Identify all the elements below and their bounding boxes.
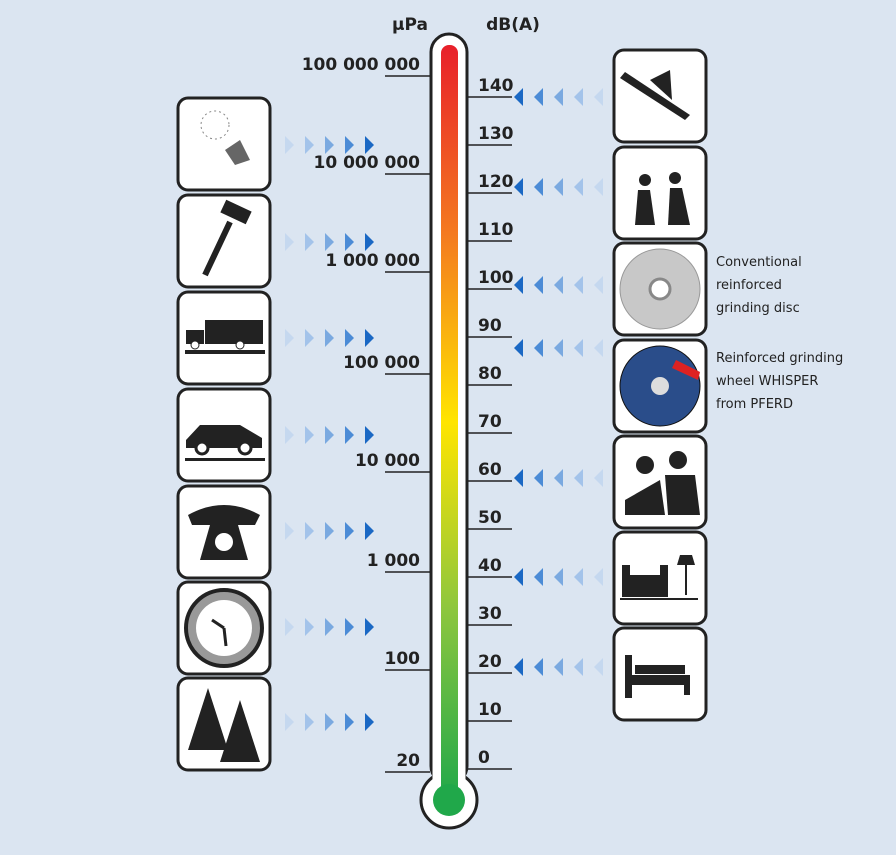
- clock-icon: [178, 582, 270, 674]
- car-icon: [178, 389, 270, 481]
- pressure-label: 1 000 000: [325, 251, 420, 271]
- level-label: 60: [478, 460, 502, 480]
- whisper-wheel-icon: [614, 340, 706, 432]
- level-label: 70: [478, 412, 502, 432]
- pressure-unit: μPa: [392, 15, 428, 35]
- pressure-label: 10 000: [355, 451, 420, 471]
- level-label: 90: [478, 316, 502, 336]
- note-line: from PFERD: [716, 397, 793, 412]
- pressure-label: 100: [385, 649, 421, 669]
- truck-icon: [178, 292, 270, 384]
- level-label: 140: [478, 76, 514, 96]
- trees-icon: [178, 678, 270, 770]
- level-label: 120: [478, 172, 514, 192]
- airplane-icon: [614, 50, 706, 142]
- level-label: 0: [478, 748, 490, 768]
- level-unit: dB(A): [486, 15, 540, 35]
- bed-icon: [614, 628, 706, 720]
- pressure-label: 1 000: [367, 551, 420, 571]
- level-label: 100: [478, 268, 514, 288]
- telephone-icon: [178, 486, 270, 578]
- dancers-icon: [614, 147, 706, 239]
- noise-scale: μPa dB(A) 100 000 000 10 000 000 1 000 000…: [0, 0, 896, 855]
- note-line: Reinforced grinding: [716, 351, 843, 366]
- jackhammer-icon: [178, 195, 270, 287]
- note-line: reinforced: [716, 278, 782, 293]
- level-label: 50: [478, 508, 502, 528]
- note-line: Conventional: [716, 255, 802, 270]
- conversation-icon: [614, 436, 706, 528]
- level-label: 30: [478, 604, 502, 624]
- level-label: 130: [478, 124, 514, 144]
- fireworks-icon: [178, 98, 270, 190]
- grinding-disc-icon: [614, 243, 706, 335]
- pressure-label: 10 000 000: [314, 153, 421, 173]
- pressure-label: 100 000: [343, 353, 420, 373]
- note-line: wheel WHISPER: [716, 374, 818, 389]
- level-label: 40: [478, 556, 502, 576]
- level-label: 10: [478, 700, 502, 720]
- pressure-label: 100 000 000: [302, 55, 420, 75]
- level-label: 20: [478, 652, 502, 672]
- level-label: 80: [478, 364, 502, 384]
- pressure-label: 20: [396, 751, 420, 771]
- note-line: grinding disc: [716, 301, 800, 316]
- level-label: 110: [478, 220, 514, 240]
- living-room-icon: [614, 532, 706, 624]
